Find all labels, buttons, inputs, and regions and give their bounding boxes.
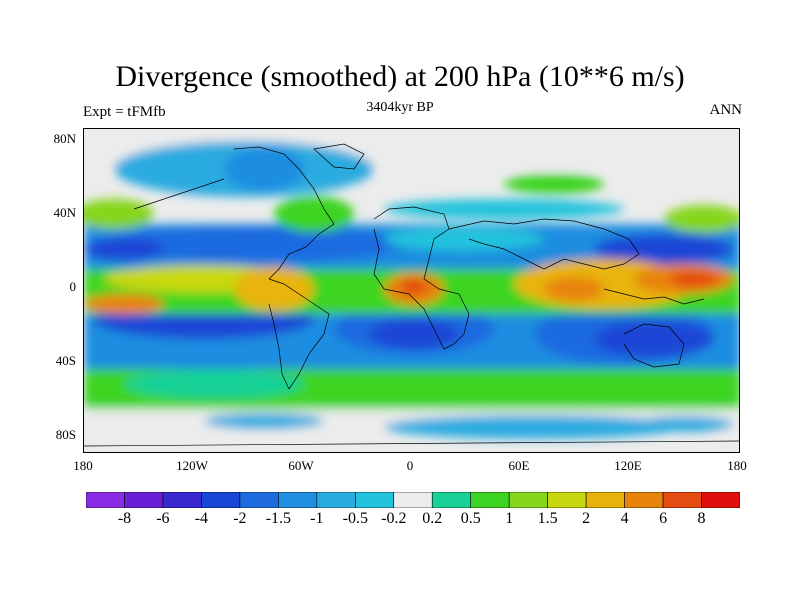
colorbar-label: 0.2 xyxy=(422,510,443,527)
lat-label-80s: 80S xyxy=(55,427,76,442)
colorbar-label: 0.5 xyxy=(460,510,481,527)
colorbar-label: -1 xyxy=(310,510,324,527)
colorbar-swatch xyxy=(86,492,125,508)
colorbar-label: -0.2 xyxy=(381,510,407,527)
map-panel xyxy=(83,128,740,453)
colorbar-label: -8 xyxy=(117,510,132,527)
lon-label-60e: 60E xyxy=(508,458,530,473)
lon-label-180e: 180 xyxy=(727,458,747,473)
colorbar-swatch xyxy=(354,492,395,508)
colorbar-swatch xyxy=(393,492,433,508)
lat-label-eq: 0 xyxy=(69,279,77,294)
colorbar-swatch xyxy=(662,492,702,508)
lat-label-40n: 40N xyxy=(53,205,76,220)
lon-label-120e: 120E xyxy=(614,458,642,473)
colorbar-label: -4 xyxy=(194,510,209,527)
colorbar-label: 2 xyxy=(582,510,591,527)
colorbar-swatch xyxy=(316,492,356,508)
lon-label-0: 0 xyxy=(406,458,414,473)
divergence-map xyxy=(84,129,739,447)
colorbar xyxy=(86,492,740,508)
plot-title: Divergence (smoothed) at 200 hPa (10**6 … xyxy=(115,60,685,93)
colorbar-label: 4 xyxy=(620,510,629,527)
colorbar-swatch xyxy=(124,492,164,508)
colorbar-label: 1.5 xyxy=(537,510,558,527)
colorbar-label: 1 xyxy=(505,510,514,527)
lon-label-180w: 180 xyxy=(73,458,93,473)
lon-label-120w: 120W xyxy=(176,458,208,473)
lat-label-80n: 80N xyxy=(53,131,76,146)
experiment-label: Expt = tFMfb xyxy=(83,104,166,120)
colorbar-swatch xyxy=(470,492,510,508)
colorbar-swatch xyxy=(701,492,740,508)
colorbar-swatch xyxy=(278,492,318,508)
lat-label-40s: 40S xyxy=(55,353,76,368)
coastlines xyxy=(84,143,739,447)
colorbar-swatch xyxy=(547,492,587,508)
season-label: ANN xyxy=(709,102,743,118)
colorbar-label: -2 xyxy=(233,510,247,527)
time-label: 3404kyr BP xyxy=(366,100,434,115)
colorbar-swatch xyxy=(508,492,548,508)
colorbar-label: 8 xyxy=(697,510,706,527)
colorbar-label: -0.5 xyxy=(342,510,368,527)
colorbar-swatch xyxy=(624,492,664,508)
colorbar-label: -6 xyxy=(156,510,170,527)
divergence-field xyxy=(84,129,739,439)
lon-label-60w: 60W xyxy=(288,458,314,473)
colorbar-swatch xyxy=(585,492,625,508)
colorbar-label: 6 xyxy=(659,510,668,527)
colorbar-swatch xyxy=(239,492,279,508)
colorbar-swatch xyxy=(162,492,202,508)
colorbar-swatch xyxy=(431,492,472,508)
colorbar-swatch xyxy=(201,492,241,508)
colorbar-label: -1.5 xyxy=(265,510,292,527)
